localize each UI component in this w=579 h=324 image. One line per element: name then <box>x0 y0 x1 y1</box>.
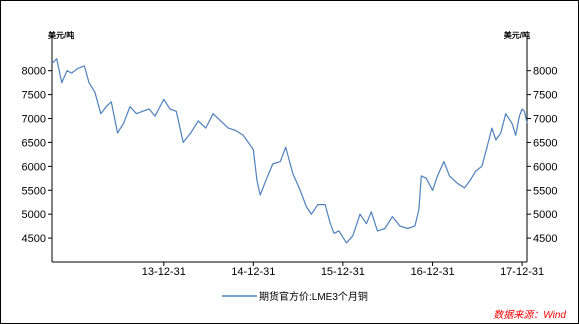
left-y-tick-label: 5000 <box>22 209 46 221</box>
series-layer <box>51 58 528 244</box>
left-y-tick-label: 4500 <box>22 233 46 245</box>
right-y-tick-label: 8000 <box>533 66 557 78</box>
x-tick-label: 15-12-31 <box>321 266 365 278</box>
legend: 期货官方价:LME3个月铜 <box>222 290 368 303</box>
left-axis-unit: 美元/吨 <box>48 30 74 40</box>
left-y-tick-label: 7000 <box>22 114 46 126</box>
series-line-0 <box>51 58 528 244</box>
data-source: 数据来源：Wind <box>493 309 566 321</box>
plot-background <box>52 42 527 262</box>
left-y-tick-label: 6000 <box>22 161 46 173</box>
right-y-tick-label: 5000 <box>533 209 557 221</box>
right-y-tick-label: 4500 <box>533 233 557 245</box>
right-y-ticks: 4500 5000 5500 6000 6500 7000 7500 8000 <box>527 66 557 245</box>
x-tick-label: 17-12-31 <box>500 266 544 278</box>
right-y-tick-label: 5500 <box>533 185 557 197</box>
right-y-tick-label: 7000 <box>533 114 557 126</box>
x-tick-label: 16-12-31 <box>411 266 455 278</box>
x-tick-label: 14-12-31 <box>231 266 275 278</box>
left-y-tick-label: 5500 <box>22 185 46 197</box>
right-axis-unit: 美元/吨 <box>504 30 530 40</box>
plot-area <box>51 36 528 263</box>
left-y-tick-label: 6500 <box>22 137 46 149</box>
left-y-tick-label: 7500 <box>22 90 46 102</box>
right-y-tick-label: 6000 <box>533 161 557 173</box>
right-y-tick-label: 7500 <box>533 90 557 102</box>
left-y-ticks: 4500 5000 5500 6000 6500 7000 7500 8000 <box>22 66 52 245</box>
legend-label: 期货官方价:LME3个月铜 <box>259 290 368 303</box>
x-tick-label: 13-12-31 <box>142 266 186 278</box>
right-y-tick-label: 6500 <box>533 137 557 149</box>
left-y-tick-label: 8000 <box>22 66 46 78</box>
x-ticks: 13-12-31 14-12-31 15-12-31 16-12-31 17-12-31 <box>142 262 544 278</box>
